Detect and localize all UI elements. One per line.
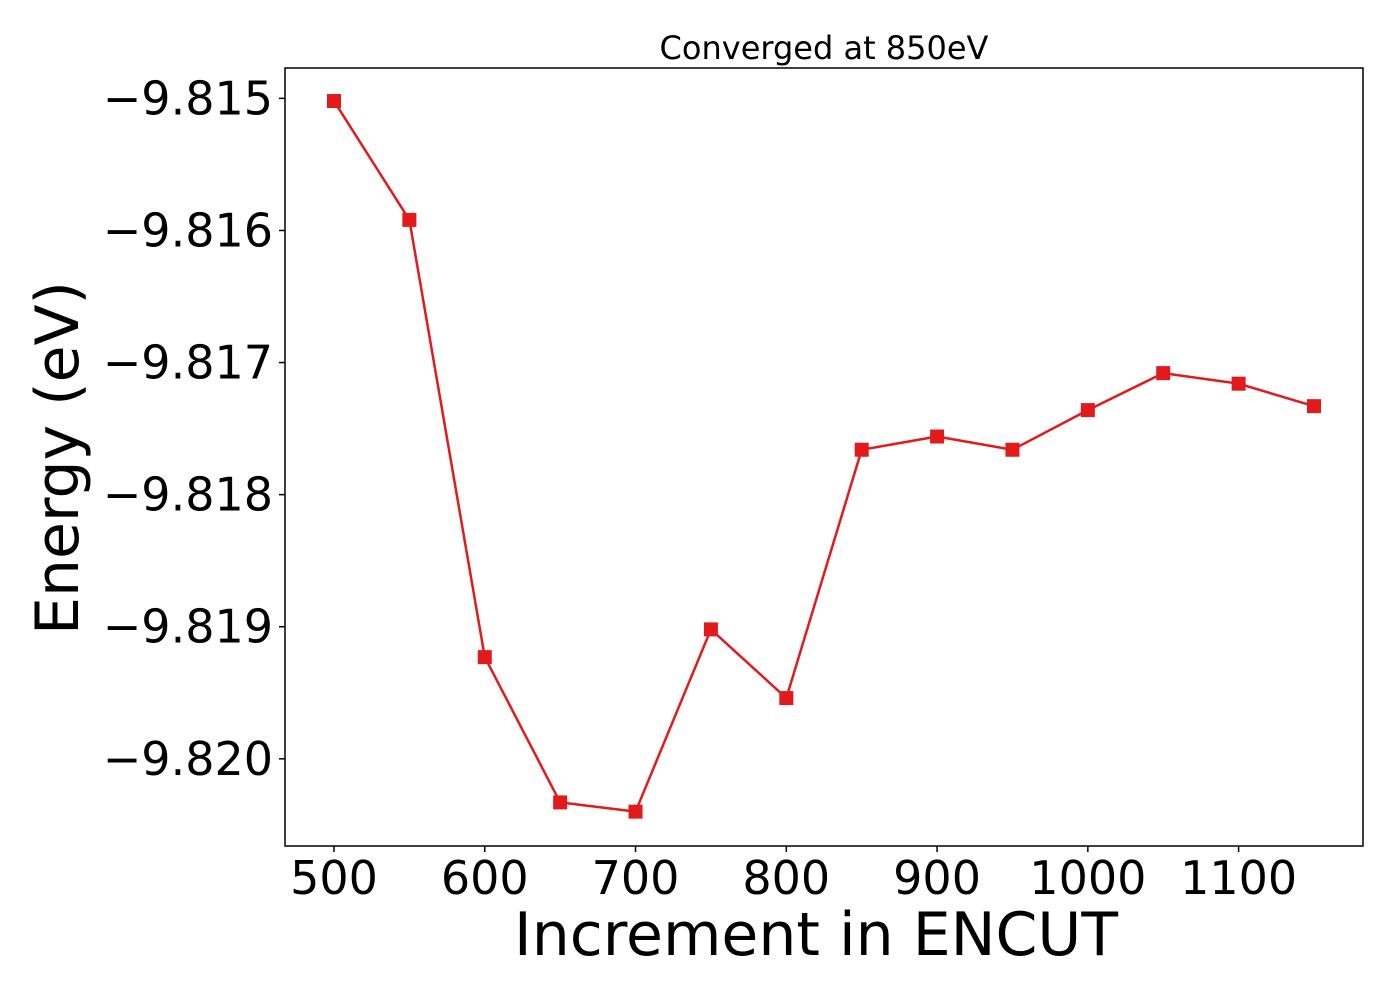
series-line (332, 100, 1315, 813)
data-point-marker (553, 795, 568, 810)
y-axis: −9.815 −9.816 −9.817 −9.818 −9.819 −9.820 (103, 71, 285, 786)
x-tick-label: 500 (290, 851, 378, 905)
y-tick-label: −9.815 (103, 71, 273, 125)
data-point-marker (402, 212, 417, 227)
y-tick-label: −9.816 (103, 203, 273, 257)
x-axis-label: Increment in ENCUT (514, 900, 1118, 970)
data-point-marker (628, 804, 643, 819)
data-point-marker (1005, 442, 1020, 457)
chart-title: Converged at 850eV (660, 29, 989, 67)
plot-area (327, 94, 1321, 819)
data-point-marker (1307, 399, 1321, 414)
x-tick-label: 1000 (1029, 851, 1146, 905)
y-axis-label: Energy (eV) (23, 281, 93, 635)
data-point-marker (1080, 403, 1095, 418)
data-point-marker (779, 691, 794, 706)
plot-frame (284, 67, 1364, 847)
data-point-marker (1156, 366, 1171, 381)
data-point-marker (854, 442, 869, 457)
data-point-marker (477, 650, 492, 665)
x-tick-label: 800 (742, 851, 830, 905)
y-tick-label: −9.820 (103, 732, 273, 786)
y-tick-label: −9.819 (103, 600, 273, 654)
x-tick-label: 1100 (1180, 851, 1297, 905)
data-point-marker (930, 429, 945, 444)
y-tick-label: −9.817 (103, 336, 273, 390)
y-tick-label: −9.818 (103, 468, 273, 522)
x-tick-label: 700 (592, 851, 680, 905)
x-tick-label: 900 (893, 851, 981, 905)
data-point-marker (703, 622, 718, 637)
x-tick-label: 600 (441, 851, 529, 905)
data-point-marker (1231, 376, 1246, 391)
x-axis: 500 600 700 800 900 1000 1100 (290, 846, 1297, 905)
data-point-marker (327, 94, 341, 109)
